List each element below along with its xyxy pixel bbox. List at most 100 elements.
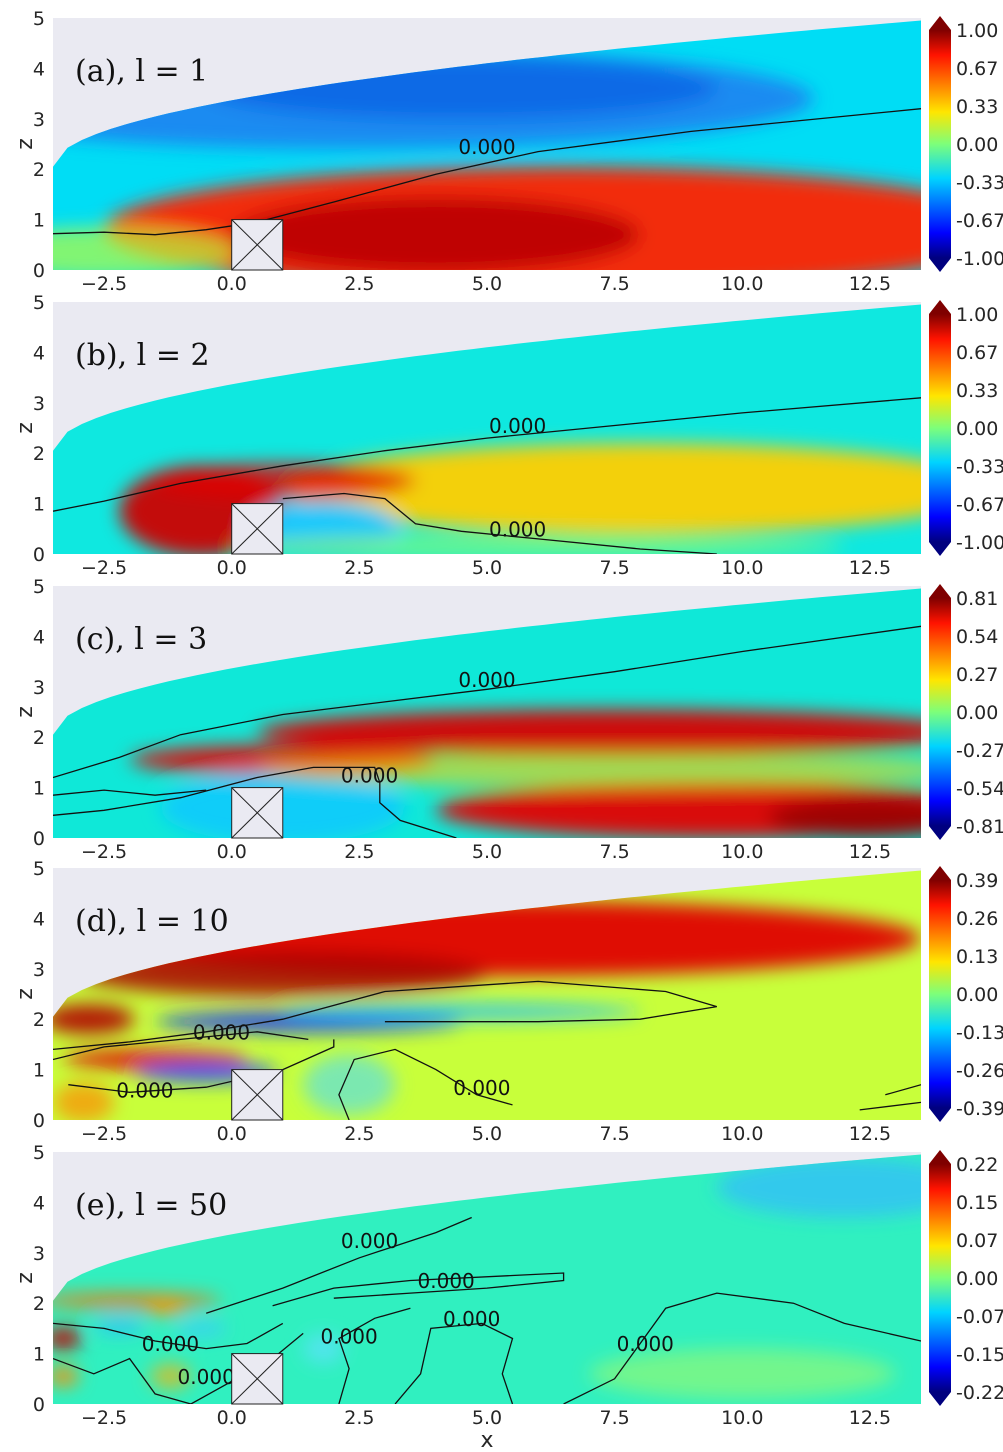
y-tick-label: 0 [33, 1110, 45, 1132]
colorbar-tick-label: 0.00 [956, 984, 998, 1006]
colorbar-tick-label: 0.67 [956, 342, 998, 364]
x-tick-label: 12.5 [849, 273, 891, 295]
contour-line [205, 1216, 472, 1314]
colorbar-bottom-arrow [929, 258, 951, 272]
contour-label: 0.000 [418, 1269, 475, 1293]
x-tick-label: 5.0 [472, 557, 502, 579]
x-tick-label: 10.0 [721, 1407, 763, 1429]
contour-line [859, 1101, 921, 1111]
colorbar [929, 30, 951, 258]
field-blob [144, 1300, 186, 1316]
colorbar-top-arrow [929, 16, 951, 30]
field-blob [175, 1320, 227, 1336]
colorbar-tick-label: -0.67 [956, 494, 1003, 516]
contour-line [885, 1084, 921, 1096]
x-tick-label: 10.0 [721, 1123, 763, 1145]
x-tick-label: 7.5 [600, 557, 630, 579]
field-blobs [53, 1157, 921, 1399]
x-tick-label: 2.5 [344, 1407, 374, 1429]
contour-line [53, 1322, 284, 1350]
x-tick-label: 5.0 [472, 1123, 502, 1145]
colorbar-tick-label: 0.15 [956, 1192, 998, 1214]
contour-label: 0.000 [489, 517, 546, 541]
x-tick-label: 2.5 [344, 841, 374, 863]
field-blob [589, 1348, 896, 1399]
y-tick-label: 4 [33, 908, 45, 930]
colorbar-tick-label: -0.39 [956, 1098, 1003, 1120]
contour-line [53, 397, 921, 512]
colorbar-top-arrow [929, 300, 951, 314]
colorbar-tick-label: -0.22 [956, 1382, 1003, 1404]
x-tick-label: 2.5 [344, 557, 374, 579]
x-tick-label: 0.0 [217, 557, 247, 579]
x-tick-label: −2.5 [81, 1123, 127, 1145]
y-tick-label: 5 [33, 576, 45, 598]
colorbar-bottom-arrow [929, 1392, 951, 1406]
colorbar-tick-label: 0.26 [956, 908, 998, 930]
contour-line [53, 1031, 309, 1061]
contour-label: 0.000 [341, 764, 398, 788]
colorbar-tick-label: 0.07 [956, 1230, 998, 1252]
x-tick-label: 0.0 [217, 1407, 247, 1429]
x-tick-label: 10.0 [721, 841, 763, 863]
colorbar-tick-label: -0.81 [956, 816, 1003, 838]
x-tick-label: 10.0 [721, 273, 763, 295]
contour-line [563, 1292, 921, 1404]
x-tick-label: 12.5 [849, 557, 891, 579]
colorbar [929, 314, 951, 542]
colorbar-tick-label: 0.27 [956, 664, 998, 686]
colorbar-tick-label: 0.00 [956, 702, 998, 724]
y-tick-label: 3 [33, 677, 45, 699]
panel-title: (e), l = 50 [75, 1188, 227, 1223]
field-blobs [129, 709, 921, 838]
y-tick-label: 1 [33, 778, 45, 800]
colorbar-tick-label: 0.67 [956, 58, 998, 80]
x-axis-label: x [480, 1428, 493, 1452]
field-blob [282, 443, 921, 534]
x-tick-label: −2.5 [81, 273, 127, 295]
contour-label: 0.000 [458, 135, 515, 159]
field-blob [53, 1366, 79, 1387]
contour-line [53, 625, 921, 779]
colorbar-tick-label: 0.33 [956, 96, 998, 118]
contour-label: 0.000 [116, 1078, 173, 1102]
y-tick-label: 0 [33, 1394, 45, 1416]
colorbar [929, 598, 951, 826]
contour-label: 0.000 [142, 1332, 199, 1356]
colorbar-tick-label: 0.00 [956, 134, 998, 156]
contour-label: 0.000 [489, 414, 546, 438]
colorbar-tick-label: -0.33 [956, 456, 1003, 478]
x-tick-label: 2.5 [344, 273, 374, 295]
y-tick-label: 1 [33, 210, 45, 232]
x-tick-label: 12.5 [849, 1123, 891, 1145]
obstacle-diagonal [231, 219, 284, 271]
x-tick-label: −2.5 [81, 557, 127, 579]
obstacle-diagonal [231, 1069, 284, 1121]
y-tick-label: 3 [33, 1243, 45, 1265]
colorbar [929, 1164, 951, 1392]
colorbar-tick-label: 0.33 [956, 380, 998, 402]
y-tick-label: 3 [33, 959, 45, 981]
field-blob [53, 1327, 82, 1350]
colorbar-tick-label: -1.00 [956, 532, 1003, 554]
contour-line [338, 1048, 513, 1120]
y-tick-label: 1 [33, 1060, 45, 1082]
x-tick-label: 0.0 [217, 273, 247, 295]
field-blob [93, 1318, 145, 1334]
y-axis-label: z [13, 422, 38, 434]
field-blob [53, 1004, 135, 1035]
contour-line [272, 1272, 565, 1307]
field-blob [282, 1002, 641, 1021]
y-tick-label: 0 [33, 260, 45, 282]
colorbar-bottom-arrow [929, 542, 951, 556]
y-tick-label: 2 [33, 443, 45, 465]
colorbar-tick-label: 0.13 [956, 946, 998, 968]
x-tick-label: 12.5 [849, 1407, 891, 1429]
colorbar-top-arrow [929, 1150, 951, 1164]
y-tick-label: 2 [33, 1009, 45, 1031]
contour-line [53, 766, 457, 838]
colorbar-tick-label: 0.22 [956, 1154, 998, 1176]
panel-title: (d), l = 10 [75, 904, 229, 939]
obstacle-diagonal [231, 787, 284, 839]
colorbar-tick-label: 0.39 [956, 870, 998, 892]
